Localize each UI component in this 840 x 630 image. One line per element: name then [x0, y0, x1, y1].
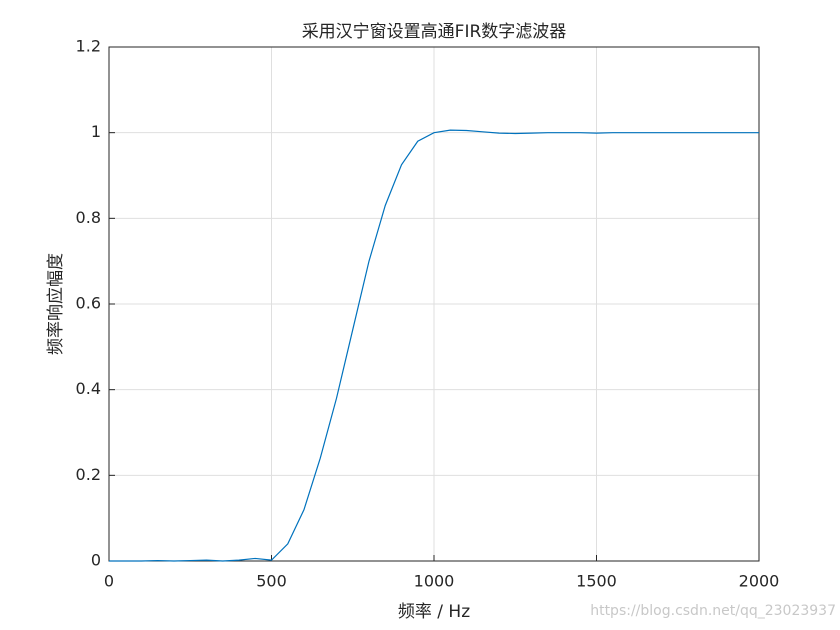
- axes-box: [108, 46, 760, 562]
- x-tick-label: 500: [256, 572, 287, 591]
- data-line: [109, 129, 759, 562]
- y-tick-label: 0.6: [76, 294, 101, 313]
- y-tick-label: 1.2: [76, 37, 101, 56]
- y-axis-label: 频率响应幅度: [46, 253, 66, 355]
- x-tick-label: 1000: [414, 572, 455, 591]
- y-tick-label: 0: [91, 551, 101, 570]
- x-axis-label: 频率 / Hz: [398, 602, 470, 622]
- y-tick-label: 0.8: [76, 208, 101, 227]
- y-tick-label: 0.2: [76, 465, 101, 484]
- chart-title: 采用汉宁窗设置高通FIR数字滤波器: [302, 22, 567, 42]
- y-tick-label: 1: [91, 122, 101, 141]
- x-tick-label: 1500: [576, 572, 617, 591]
- x-tick-label: 0: [104, 572, 114, 591]
- watermark: https://blog.csdn.net/qq_23023937: [590, 603, 836, 619]
- x-tick-label: 2000: [739, 572, 780, 591]
- y-tick-label: 0.4: [76, 379, 101, 398]
